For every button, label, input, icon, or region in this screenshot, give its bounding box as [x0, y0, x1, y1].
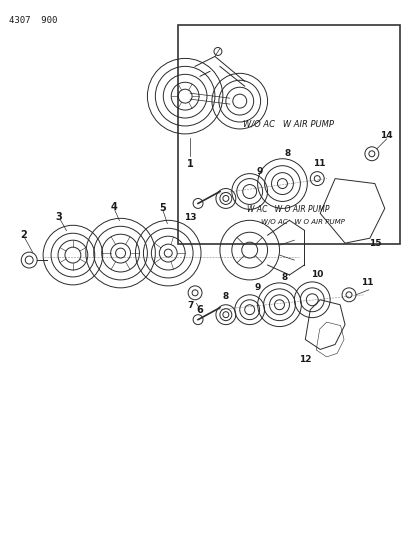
- Text: W AC   W O AIR PUMP: W AC W O AIR PUMP: [247, 205, 329, 214]
- Text: W/O AC   W AIR PUMP: W/O AC W AIR PUMP: [243, 119, 333, 128]
- Text: 1: 1: [186, 159, 193, 169]
- Text: 3: 3: [56, 212, 62, 222]
- Text: 4307  900: 4307 900: [9, 15, 58, 25]
- Text: 11: 11: [312, 159, 325, 168]
- Text: 9: 9: [256, 167, 262, 176]
- Text: 4: 4: [110, 203, 117, 213]
- Text: 11: 11: [360, 278, 372, 287]
- Bar: [178, 25, 399, 244]
- Text: 13: 13: [183, 213, 196, 222]
- Text: W/O AC   W O AIR PUMP: W/O AC W O AIR PUMP: [261, 219, 344, 225]
- Text: 8: 8: [283, 149, 290, 158]
- Text: 8: 8: [281, 273, 287, 282]
- Text: 5: 5: [159, 204, 165, 213]
- Text: 9: 9: [254, 284, 260, 293]
- Text: 12: 12: [298, 355, 311, 364]
- Text: 6: 6: [196, 305, 203, 314]
- Text: 10: 10: [310, 270, 323, 279]
- Text: 7: 7: [187, 301, 193, 310]
- Text: 14: 14: [380, 132, 392, 140]
- Text: 2: 2: [20, 230, 27, 240]
- Text: 15: 15: [368, 239, 380, 248]
- Text: 8: 8: [222, 292, 228, 301]
